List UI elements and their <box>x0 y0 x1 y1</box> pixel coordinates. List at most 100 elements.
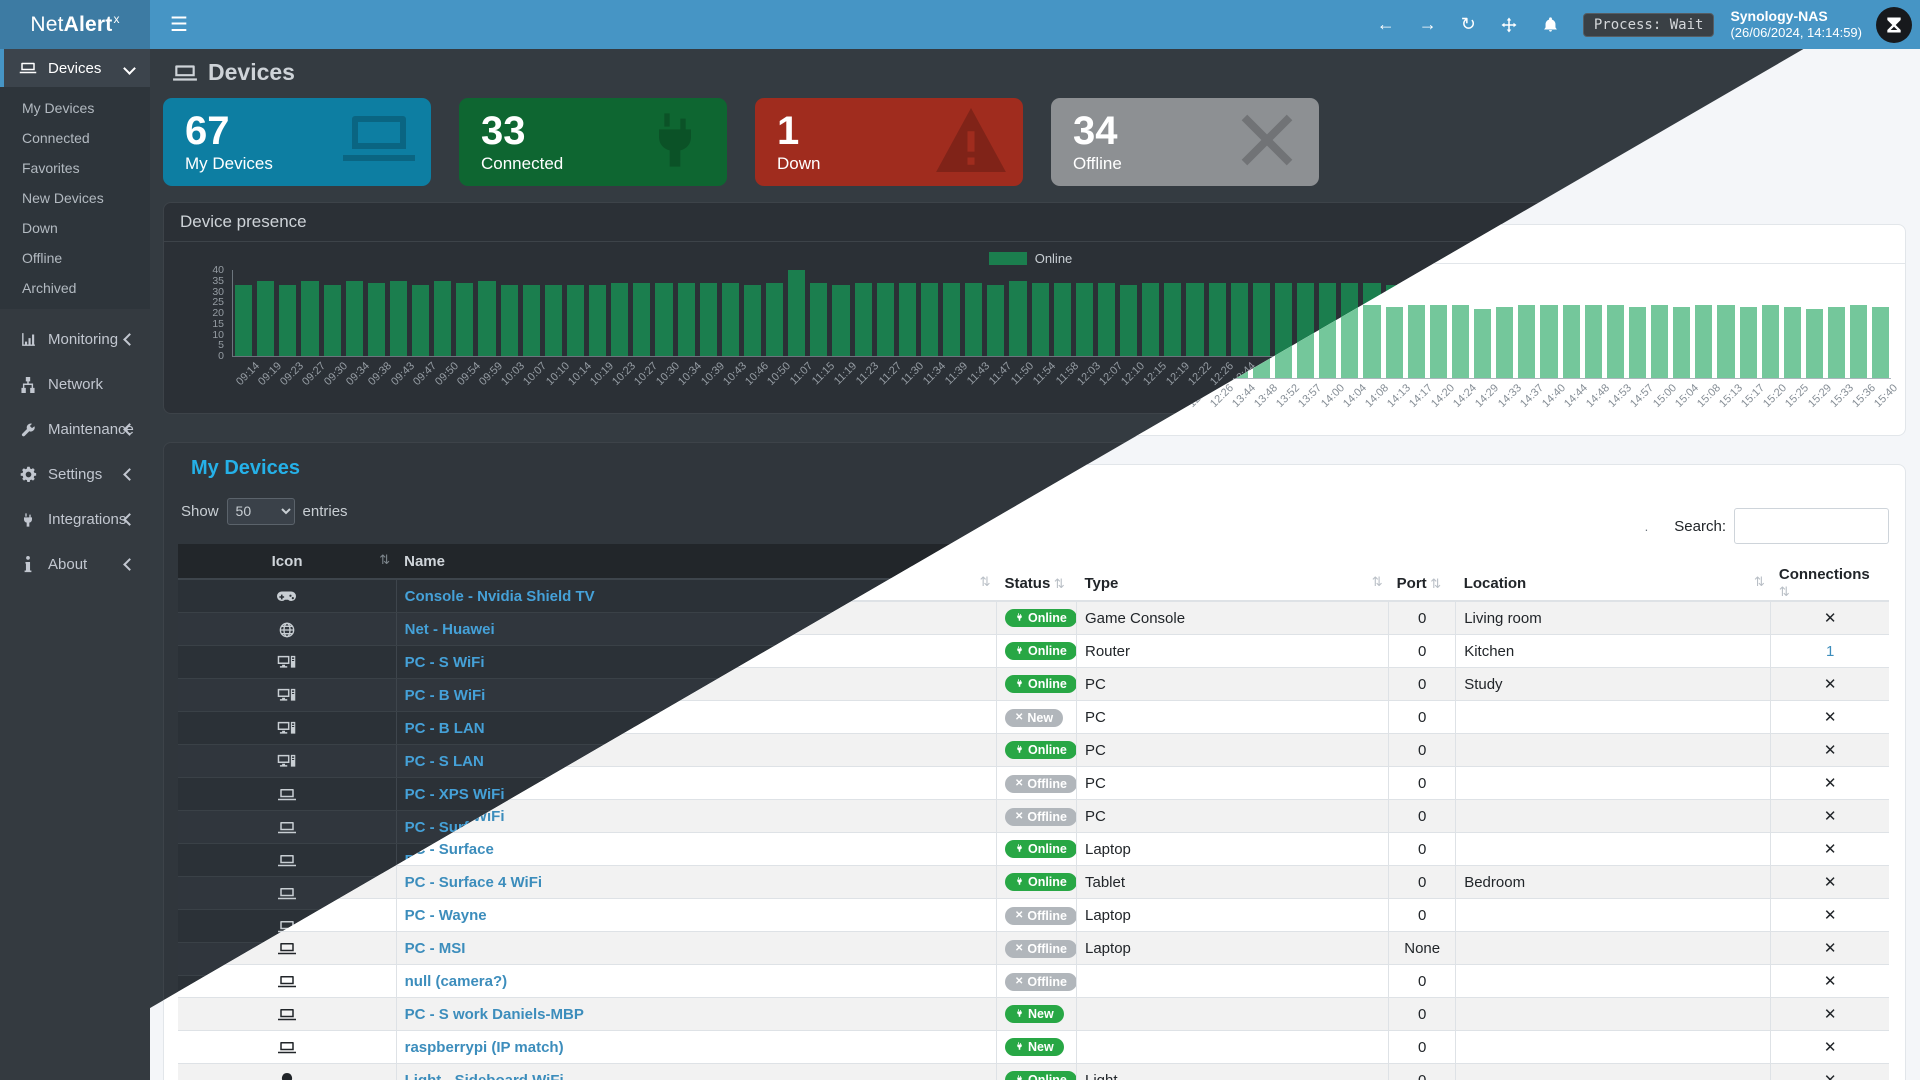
sidebar-subitem-new-devices[interactable]: New Devices <box>22 190 104 206</box>
x-tick: 11:19 <box>832 357 859 409</box>
device-name-cell: Console - Nvidia Shield TV <box>396 579 997 613</box>
chart-bar <box>412 285 430 356</box>
sort-icon[interactable]: ⇅ <box>1753 574 1765 589</box>
sidebar-item-monitoring[interactable]: Monitoring <box>0 317 150 362</box>
bell-icon[interactable] <box>1542 16 1559 33</box>
sort-icon[interactable]: ⇅ <box>979 574 991 589</box>
device-icon-cell <box>178 1063 397 1080</box>
user-avatar[interactable] <box>1876 6 1912 43</box>
device-name-link[interactable]: Console - Nvidia Shield TV <box>404 587 595 605</box>
forward-arrow-icon[interactable]: → <box>1418 14 1437 34</box>
device-name-link[interactable]: PC - MSI <box>404 939 466 957</box>
chart-bar <box>1053 282 1071 356</box>
column-header-port[interactable]: Port ⇅ <box>1388 566 1456 602</box>
laptop-icon <box>343 108 415 177</box>
device-connections-cell: ✕ <box>1770 1030 1889 1064</box>
column-header-location[interactable]: Location ⇅ <box>1455 566 1771 602</box>
device-name-link[interactable]: Light - Sideboard WiFi <box>404 1071 564 1080</box>
device-name-link[interactable]: PC - Surface 4 WiFi <box>404 873 543 891</box>
sidebar-item-integrations[interactable]: Integrations <box>0 497 150 542</box>
column-header-icon[interactable]: Icon ⇅ <box>178 544 397 580</box>
process-status-badge: Process: Wait <box>1582 12 1715 37</box>
app-logo[interactable]: NetAlertx <box>0 0 150 49</box>
sidebar-item-devices[interactable]: Devices <box>0 49 150 87</box>
sidebar-subitem-connected[interactable]: Connected <box>22 130 90 146</box>
device-name-link[interactable]: Net - Huawei <box>404 620 495 638</box>
y-tick-label: 30 <box>212 285 224 298</box>
sort-icon[interactable]: ⇅ <box>1371 574 1383 589</box>
sidebar-subitem-favorites[interactable]: Favorites <box>22 160 80 176</box>
chart-bar <box>500 285 518 356</box>
search-input[interactable] <box>1734 508 1889 544</box>
refresh-icon[interactable]: ↻ <box>1460 14 1476 34</box>
chart-bar <box>655 282 673 356</box>
sidebar-subitem-down[interactable]: Down <box>22 220 58 236</box>
y-tick-label: 35 <box>212 274 224 287</box>
sort-icon[interactable]: ⇅ <box>1426 575 1442 591</box>
device-port-cell: 0 <box>1388 865 1457 899</box>
sidebar-item-about[interactable]: About <box>0 542 150 587</box>
device-icon-cell <box>178 997 397 1031</box>
x-tick: 12:15 <box>1141 357 1169 409</box>
sort-icon[interactable]: ⇅ <box>1050 575 1065 591</box>
chart-bar <box>389 280 407 356</box>
x-icon: ✕ <box>1014 777 1024 789</box>
sidebar-item-settings[interactable]: Settings <box>0 452 150 497</box>
chart-bar <box>1584 304 1602 378</box>
device-icon-cell <box>178 744 397 778</box>
column-header-name[interactable]: Name ⇅ <box>396 544 997 580</box>
processing-dot: . <box>1644 518 1649 534</box>
device-name-link[interactable]: raspberrypi (IP match) <box>404 1038 564 1056</box>
x-tick: 10:07 <box>522 357 550 409</box>
sort-icon[interactable]: ⇅ <box>1778 584 1790 599</box>
connections-count-link[interactable]: 1 <box>1826 642 1835 660</box>
x-tick: 11:54 <box>1031 357 1058 409</box>
column-header-status[interactable]: Status ⇅ <box>996 566 1077 602</box>
sidebar-item-maintenance[interactable]: Maintenance <box>0 407 150 452</box>
device-name-link[interactable]: null (camera?) <box>404 972 508 990</box>
column-header-type[interactable]: Type ⇅ <box>1076 566 1389 602</box>
plug-icon <box>1015 1041 1024 1054</box>
device-status-cell: ✕New <box>996 700 1078 734</box>
top-header-bar: NetAlertx ☰ ← → ↻ Process: Wait Synology… <box>0 0 1920 49</box>
lightbulb-icon <box>281 1071 293 1080</box>
device-status-cell: ✕Offline <box>996 799 1078 833</box>
chart-bar <box>1562 304 1580 378</box>
device-name-link[interactable]: PC - S work Daniels-MBP <box>404 1005 584 1023</box>
move-icon[interactable] <box>1500 16 1518 34</box>
sidebar-subitem-archived[interactable]: Archived <box>22 280 77 296</box>
sidebar-subitem-offline[interactable]: Offline <box>22 250 63 266</box>
x-tick: 10:34 <box>676 357 704 409</box>
device-location-cell <box>1455 733 1772 767</box>
sort-icon[interactable]: ⇅ <box>379 552 391 567</box>
x-tick: 10:14 <box>566 357 594 409</box>
x-tick: 12:07 <box>1097 357 1125 409</box>
x-tick: 09:19 <box>256 357 284 409</box>
device-name-link[interactable]: PC - XPS WiFi <box>404 785 505 803</box>
laptop-icon <box>277 819 296 836</box>
column-header-connections[interactable]: Connections ⇅ <box>1770 566 1889 602</box>
status-badge-online: Online <box>1004 740 1076 760</box>
device-name-link[interactable]: PC - S WiFi <box>404 653 485 671</box>
chart-bar <box>810 282 828 356</box>
device-name-link[interactable]: PC - Wayne <box>404 906 487 924</box>
stat-card-value: 34 <box>1073 109 1118 153</box>
device-name-link[interactable]: PC - B LAN <box>404 719 485 737</box>
device-port-cell: None <box>1388 931 1457 965</box>
chart-bar <box>1739 307 1757 378</box>
device-name-link[interactable]: PC - S LAN <box>404 752 484 770</box>
device-name-link[interactable]: PC - B WiFi <box>404 686 486 704</box>
sidebar-subitem-my-devices[interactable]: My Devices <box>22 100 95 116</box>
back-arrow-icon[interactable]: ← <box>1376 14 1395 34</box>
device-icon-cell <box>178 843 397 877</box>
chart-legend[interactable]: Online <box>170 248 1891 268</box>
x-tick: 10:50 <box>765 357 793 409</box>
sidebar-toggle-hamburger-icon[interactable]: ☰ <box>170 13 188 36</box>
sidebar-item-network[interactable]: Network <box>0 362 150 407</box>
entries-select[interactable]: 50 <box>226 497 295 525</box>
device-connections-cell: ✕ <box>1770 832 1889 866</box>
